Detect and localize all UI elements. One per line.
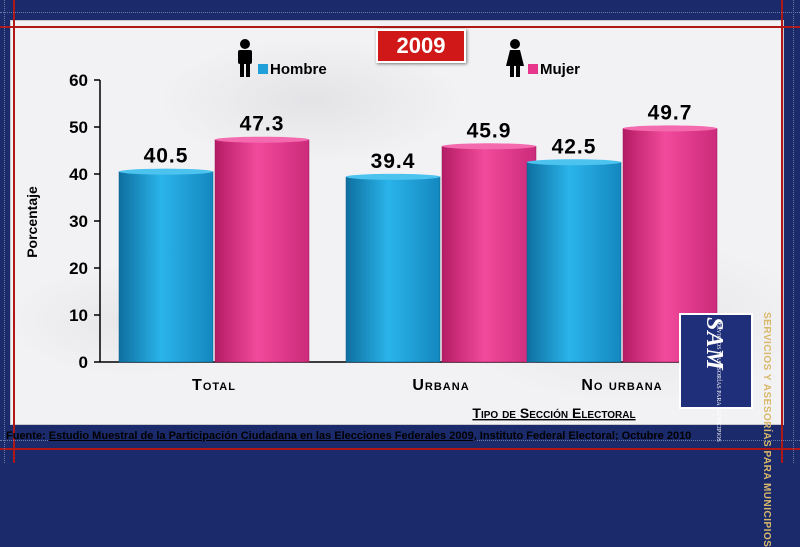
y-tick-label: 40 [69,165,88,184]
y-tick-label: 50 [69,118,88,137]
source-title: Estudio Muestral de la Participación Ciu… [48,430,474,442]
bar-mujer-1 [441,146,537,363]
logo-small-text: SERVICIOS Y ASESORÍAS PARA MUNICIPIOS [715,319,721,442]
data-label-mujer-1: 45.9 [467,119,512,142]
x-category-label: No urbana [581,377,662,394]
bottom-red-rule [0,448,800,450]
x-axis-label: Tipo de Sección Electoral [472,405,635,421]
logo-vertical-text: SERVICIOS Y ASESORÍAS PARA MUNICIPIOS [761,312,772,547]
source-prefix: Fuente: [6,430,46,442]
legend-label-mujer: Mujer [540,61,581,78]
left-red-rule [13,0,15,463]
woman-icon [506,39,524,77]
bar-top-hombre-2 [527,159,621,166]
dotted-rule [0,12,800,13]
legend-label-hombre: Hombre [270,61,327,78]
bar-top-hombre-1 [346,173,440,180]
legend-item-mujer: Mujer [502,38,580,78]
bar-top-mujer-2 [623,125,717,132]
bar-hombre-0 [118,171,214,363]
sam-logo: SAM SERVICIOS Y ASESORÍAS PARA MUNICIPIO… [679,313,753,442]
y-axis-label: Porcentaje [24,186,40,258]
bar-hombre-2 [526,162,622,363]
y-tick-label: 20 [69,259,88,278]
x-category-label: Total [192,377,236,394]
bar-hombre-1 [345,176,441,363]
legend-swatch-mujer [528,64,538,74]
bar-chart: 0 10 20 30 40 50 60 40.5 47.3 Total 39.4 45.9 Urban… [24,71,718,421]
y-tick-label: 0 [79,353,88,372]
bar-top-mujer-0 [215,136,309,143]
data-label-hombre-0: 40.5 [144,145,189,168]
top-red-rule [0,26,800,28]
year-badge: 2009 [376,29,466,63]
data-label-mujer-2: 49.7 [648,101,693,124]
source-note: Fuente: Estudio Muestral de la Participa… [6,430,691,442]
y-tick-label: 10 [69,306,88,325]
bar-mujer-0 [214,139,310,363]
dotted-rule [793,0,794,463]
man-icon [238,39,252,77]
dotted-rule [0,440,800,441]
legend-item-hombre: Hombre [232,38,327,78]
source-suffix: , Instituto Federal Electoral; Octubre 2… [473,430,692,442]
data-label-hombre-1: 39.4 [371,150,416,173]
data-label-mujer-0: 47.3 [240,113,285,136]
x-category-label: Urbana [412,377,469,394]
legend-swatch-hombre [258,64,268,74]
dotted-rule [4,0,5,463]
y-tick-label: 30 [69,212,88,231]
bar-top-mujer-1 [442,143,536,150]
bar-top-hombre-0 [119,168,213,175]
right-red-rule [781,0,783,463]
y-tick-label: 60 [69,71,88,90]
data-label-hombre-2: 42.5 [552,135,597,158]
